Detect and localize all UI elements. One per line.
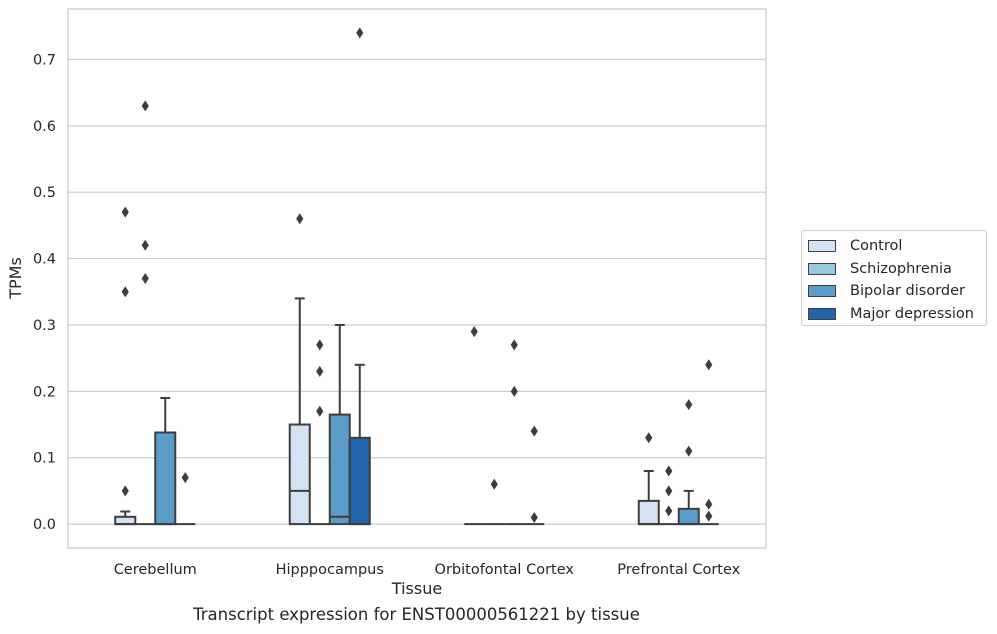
box-bipolar-disorder xyxy=(154,396,177,526)
plot-area-frame xyxy=(67,8,767,549)
outlier-point xyxy=(181,472,189,484)
box-body xyxy=(328,413,351,526)
legend-item: Schizophrenia xyxy=(802,258,986,281)
outlier-point xyxy=(705,359,713,371)
legend-label: Control xyxy=(850,238,903,255)
box-body xyxy=(288,423,311,526)
y-tick-label: 0.2 xyxy=(33,384,56,400)
outlier-point xyxy=(510,339,518,351)
x-tick-label: Hipppocampus xyxy=(276,562,384,578)
y-tick-label: 0.6 xyxy=(33,119,56,135)
legend-label: Bipolar disorder xyxy=(850,283,965,300)
legend-swatch xyxy=(808,262,836,275)
x-tick-label: Orbitofontal Cortex xyxy=(435,562,575,578)
box-body xyxy=(677,507,700,526)
outlier-point xyxy=(530,425,538,437)
legend-swatch xyxy=(808,240,836,253)
outlier-point xyxy=(645,432,653,444)
outlier-point xyxy=(296,213,304,225)
outlier-point xyxy=(141,273,149,284)
outlier-point xyxy=(316,339,324,351)
y-tick-label: 0.4 xyxy=(33,252,56,268)
y-tick-label: 0.0 xyxy=(33,517,56,533)
outlier-point xyxy=(316,405,324,417)
box-control xyxy=(114,510,137,526)
legend-item: Major depression xyxy=(802,303,986,326)
y-tick-labels: 0.0 0.1 0.2 0.3 0.4 0.5 0.6 0.7 xyxy=(33,52,56,533)
y-tick-label: 0.7 xyxy=(33,52,56,68)
outlier-point xyxy=(510,385,518,397)
box-bipolar-disorder xyxy=(328,323,351,526)
outlier-point xyxy=(705,510,713,522)
box-major-depression xyxy=(348,363,371,526)
legend-item: Bipolar disorder xyxy=(802,280,986,303)
boxes xyxy=(114,297,719,526)
y-tick-label: 0.5 xyxy=(33,185,56,201)
box-body xyxy=(637,499,660,526)
outlier-point xyxy=(665,485,673,497)
x-axis-title: Tissue xyxy=(391,579,442,598)
outlier-point xyxy=(470,326,478,338)
box-body xyxy=(154,431,177,526)
x-tick-label: Cerebellum xyxy=(114,562,197,578)
box-bipolar-disorder xyxy=(677,489,700,526)
gridlines xyxy=(68,58,766,525)
box-control xyxy=(288,297,311,526)
x-tick-labels: Cerebellum Hipppocampus Orbitofontal Corte… xyxy=(114,562,741,578)
legend-label: Schizophrenia xyxy=(850,260,952,277)
chart-caption: Transcript expression for ENST0000056122… xyxy=(193,605,640,624)
outlier-point xyxy=(490,478,498,490)
legend: Control Schizophrenia Bipolar disorder Majo… xyxy=(801,230,987,326)
outlier-point xyxy=(685,399,693,411)
outliers xyxy=(121,27,713,523)
box-body xyxy=(348,436,371,526)
y-tick-label: 0.1 xyxy=(33,451,56,467)
x-tick-label: Prefrontal Cortex xyxy=(617,562,740,578)
outlier-point xyxy=(121,485,129,497)
outlier-point xyxy=(141,239,149,251)
legend-swatch xyxy=(808,307,836,320)
outlier-point xyxy=(705,498,713,510)
outlier-point xyxy=(665,465,673,477)
box-control xyxy=(637,470,660,526)
outlier-point xyxy=(530,511,538,523)
legend-swatch xyxy=(808,285,836,298)
legend-label: Major depression xyxy=(850,305,974,322)
outlier-point xyxy=(665,505,673,517)
outlier-point xyxy=(685,445,693,457)
outlier-point xyxy=(141,100,149,112)
y-axis-title: TPMs xyxy=(6,257,25,300)
outlier-point xyxy=(121,206,129,218)
outlier-point xyxy=(316,365,324,377)
y-tick-label: 0.3 xyxy=(33,318,56,334)
outlier-point xyxy=(121,286,129,298)
box-body xyxy=(114,515,137,526)
legend-item: Control xyxy=(802,235,986,258)
outlier-point xyxy=(356,27,364,39)
